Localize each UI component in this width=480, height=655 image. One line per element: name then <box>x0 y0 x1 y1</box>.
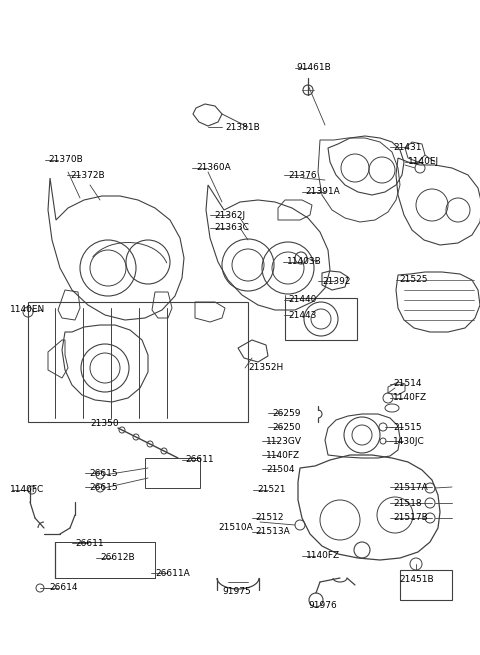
Text: 21350: 21350 <box>90 419 119 428</box>
Text: 21517B: 21517B <box>393 514 428 523</box>
Text: 21518: 21518 <box>393 498 421 508</box>
Text: 21391A: 21391A <box>305 187 340 196</box>
Text: 21451B: 21451B <box>399 576 433 584</box>
Text: 26614: 26614 <box>49 584 77 593</box>
Text: 21372B: 21372B <box>70 170 105 179</box>
Text: 21515: 21515 <box>393 422 421 432</box>
Text: 21504: 21504 <box>266 464 295 474</box>
Text: 26612B: 26612B <box>100 553 134 563</box>
Text: 26259: 26259 <box>272 409 300 417</box>
Text: 21525: 21525 <box>399 276 428 284</box>
Text: 1140FZ: 1140FZ <box>266 451 300 460</box>
Text: 26611: 26611 <box>75 538 104 548</box>
Text: 21431: 21431 <box>393 143 421 151</box>
Text: 26611A: 26611A <box>155 569 190 578</box>
Text: 21352H: 21352H <box>248 364 283 373</box>
Text: 26615: 26615 <box>89 483 118 491</box>
Text: 21517A: 21517A <box>393 483 428 491</box>
Text: 91461B: 91461B <box>296 64 331 73</box>
Text: 91976: 91976 <box>308 601 337 610</box>
Text: 1140EN: 1140EN <box>10 305 45 314</box>
Text: 21370B: 21370B <box>48 155 83 164</box>
Text: 1140FZ: 1140FZ <box>393 394 427 403</box>
Text: 21440: 21440 <box>288 295 316 305</box>
Bar <box>55 542 155 578</box>
Text: 1140EJ: 1140EJ <box>408 157 439 166</box>
Text: 21513A: 21513A <box>255 527 290 536</box>
Text: 91975: 91975 <box>222 586 251 595</box>
Text: 11403B: 11403B <box>287 257 322 267</box>
Text: 21521: 21521 <box>257 485 286 495</box>
Text: 21360A: 21360A <box>196 164 231 172</box>
Text: 21512: 21512 <box>255 514 284 523</box>
Text: 21514: 21514 <box>393 379 421 388</box>
Text: 21362J: 21362J <box>214 210 245 219</box>
Text: 21381B: 21381B <box>225 122 260 132</box>
Text: 21392: 21392 <box>322 276 350 286</box>
Text: 1123GV: 1123GV <box>266 436 302 445</box>
Text: 26615: 26615 <box>89 468 118 477</box>
Text: 1140FZ: 1140FZ <box>306 552 340 561</box>
Bar <box>285 298 357 340</box>
Text: 1140FC: 1140FC <box>10 485 44 495</box>
Text: 21510A: 21510A <box>218 523 253 531</box>
Text: 26611: 26611 <box>185 455 214 464</box>
Text: 21443: 21443 <box>288 310 316 320</box>
Bar <box>145 458 200 488</box>
Text: 21376: 21376 <box>288 170 317 179</box>
Text: 26250: 26250 <box>272 422 300 432</box>
Bar <box>28 302 248 422</box>
Text: 1430JC: 1430JC <box>393 436 425 445</box>
Bar <box>400 570 452 600</box>
Text: 21363C: 21363C <box>214 223 249 233</box>
